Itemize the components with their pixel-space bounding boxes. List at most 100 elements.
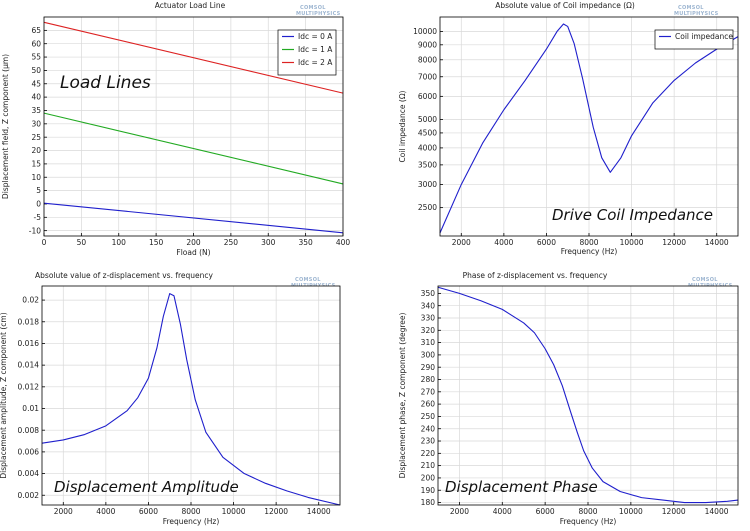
watermark-line-1: COMSOL — [300, 5, 326, 11]
x-tick-label: 350 — [298, 238, 313, 247]
overlay-caption: Drive Coil Impedance — [552, 206, 713, 224]
legend-box — [277, 29, 337, 76]
y-tick-label: 0 — [36, 200, 41, 209]
x-tick-label: 6000 — [139, 507, 158, 516]
y-tick-label: 0.018 — [18, 317, 40, 326]
x-tick-label: 400 — [336, 238, 351, 247]
chart-title: Actuator Load Line — [155, 1, 226, 10]
x-tick-label: 14000 — [705, 507, 729, 516]
y-tick-label: 200 — [421, 474, 436, 483]
y-tick-label: 310 — [421, 338, 436, 347]
overlay-caption: Displacement Phase — [445, 478, 598, 496]
y-tick-label: 290 — [421, 363, 436, 372]
y-tick-label: 0.004 — [18, 469, 40, 478]
y-tick-label: 6000 — [418, 92, 437, 101]
legend: Idc = 0 A Idc = 1 A Idc = 2 A — [277, 29, 337, 76]
legend-entry: Idc = 2 A — [298, 58, 333, 67]
x-tick-label: 2000 — [452, 238, 471, 247]
y-tick-label: 9000 — [418, 40, 437, 49]
y-tick-label: 65 — [31, 26, 41, 35]
x-tick-label: 2000 — [54, 507, 73, 516]
watermark-line-1: COMSOL — [295, 277, 321, 283]
x-tick-label: 10000 — [620, 238, 644, 247]
y-tick-label: 0.02 — [22, 296, 39, 305]
y-tick-label: 4500 — [418, 129, 437, 138]
y-tick-label: 4000 — [418, 143, 437, 152]
series-line-3 — [43, 21, 344, 94]
y-axis-label: Displacement field, Z component (µm) — [1, 54, 10, 199]
y-axis-label: Coil impedance (Ω) — [398, 90, 407, 162]
chart-3: Absolute value of z-displacement vs. fre… — [0, 271, 341, 526]
x-tick-label: 250 — [224, 238, 239, 247]
x-tick-label: 100 — [112, 238, 127, 247]
x-axis-label: Frequency (Hz) — [560, 517, 617, 526]
x-tick-label: 50 — [77, 238, 87, 247]
y-tick-label: -5 — [34, 213, 42, 222]
y-tick-label: 300 — [421, 350, 436, 359]
watermark-line-2: MULTIPHYSICS — [296, 11, 341, 17]
y-tick-label: 10 — [31, 173, 41, 182]
y-tick-label: 60 — [31, 39, 41, 48]
plot-frame — [437, 285, 739, 506]
x-tick-label: 8000 — [579, 238, 598, 247]
chart-title: Absolute value of Coil impedance (Ω) — [495, 1, 635, 10]
chart-2: Absolute value of Coil impedance (Ω) COMS… — [398, 1, 739, 256]
x-tick-label: 12000 — [264, 507, 288, 516]
y-tick-label: 270 — [421, 387, 436, 396]
y-tick-label: 190 — [421, 486, 436, 495]
y-tick-label: 240 — [421, 424, 436, 433]
y-tick-label: 230 — [421, 437, 436, 446]
legend-entry: Idc = 1 A — [298, 45, 333, 54]
x-tick-label: 4000 — [494, 238, 513, 247]
x-tick-label: 14000 — [705, 238, 729, 247]
overlay-caption: Displacement Amplitude — [54, 478, 239, 496]
y-tick-label: 45 — [31, 79, 41, 88]
series-line-1 — [43, 202, 344, 234]
x-tick-label: 14000 — [307, 507, 331, 516]
x-tick-label: 8000 — [181, 507, 200, 516]
x-tick-label: 12000 — [662, 507, 686, 516]
chart-title: Phase of z-displacement vs. frequency — [463, 271, 608, 280]
y-tick-label: 10000 — [413, 27, 437, 36]
y-tick-label: 0.016 — [18, 339, 40, 348]
y-tick-label: 0.01 — [22, 404, 39, 413]
y-tick-label: 50 — [31, 66, 41, 75]
x-tick-label: 8000 — [578, 507, 597, 516]
x-tick-label: 6000 — [536, 507, 555, 516]
watermark-line-2: MULTIPHYSICS — [674, 11, 719, 17]
y-tick-label: 280 — [421, 375, 436, 384]
watermark-line-1: COMSOL — [678, 5, 704, 11]
series-line-1 — [41, 293, 341, 506]
plot-frame — [43, 16, 344, 237]
series-line-1 — [437, 286, 739, 504]
y-tick-label: 0.002 — [18, 491, 40, 500]
y-tick-label: -10 — [29, 226, 41, 235]
y-tick-label: 40 — [31, 93, 41, 102]
x-tick-label: 6000 — [537, 238, 556, 247]
series-line-1 — [439, 23, 739, 234]
y-tick-label: 3000 — [418, 180, 437, 189]
x-tick-label: 150 — [149, 238, 164, 247]
x-tick-label: 10000 — [222, 507, 246, 516]
y-tick-label: 8000 — [418, 55, 437, 64]
y-tick-label: 180 — [421, 498, 436, 507]
y-tick-label: 3500 — [418, 160, 437, 169]
y-tick-label: 250 — [421, 412, 436, 421]
y-tick-label: 260 — [421, 400, 436, 409]
series-line-2 — [43, 112, 344, 185]
y-axis-label: Displacement amplitude, Z component (cm) — [0, 312, 8, 478]
y-tick-label: 5000 — [418, 115, 437, 124]
legend-box — [654, 29, 734, 50]
y-tick-label: 220 — [421, 449, 436, 458]
x-tick-label: 200 — [186, 238, 201, 247]
y-tick-label: 30 — [31, 119, 41, 128]
legend-entry: Idc = 0 A — [298, 32, 333, 41]
y-tick-label: 0.014 — [18, 361, 40, 370]
y-tick-label: 0.012 — [18, 382, 40, 391]
y-tick-label: 55 — [31, 53, 41, 62]
x-tick-label: 4000 — [493, 507, 512, 516]
